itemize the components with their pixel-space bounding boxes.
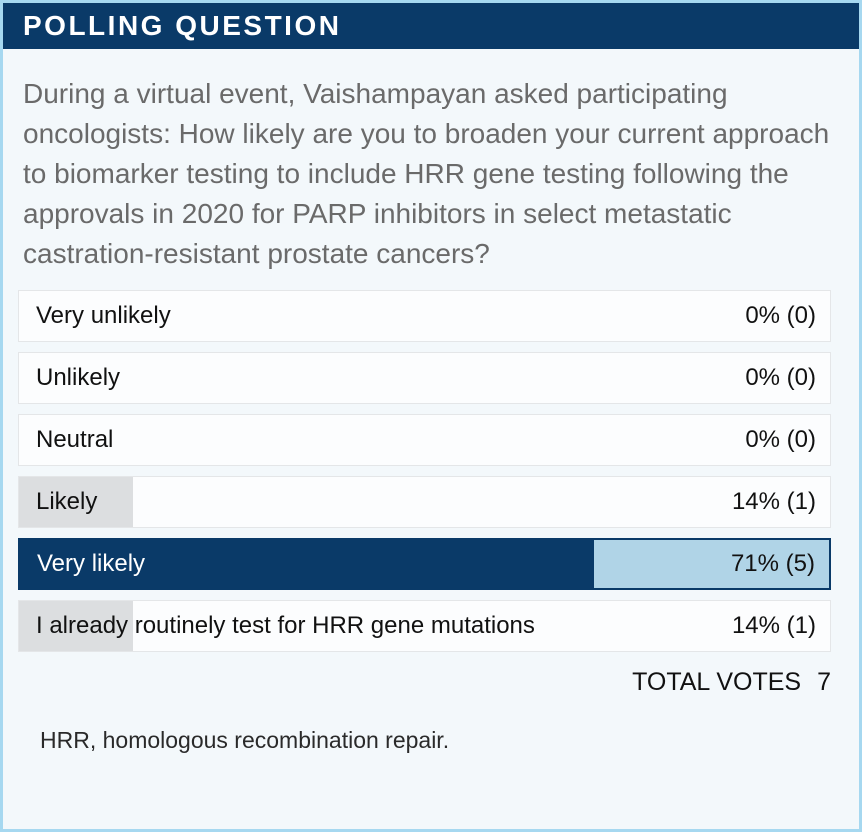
poll-option-label: Very likely: [37, 550, 146, 577]
poll-option-label: Neutral: [36, 426, 114, 453]
poll-option-value: 0% (0): [745, 426, 816, 453]
poll-option-row[interactable]: Likely 14% (1): [18, 476, 831, 528]
total-votes-label: TOTAL VOTES: [632, 668, 802, 696]
poll-option-value: 0% (0): [745, 302, 816, 329]
poll-option-bar: [20, 540, 595, 588]
poll-options-list: Very unlikely 0% (0) Unlikely 0% (0) Neutral…: [3, 290, 859, 652]
polling-header: POLLING QUESTION: [3, 3, 859, 49]
total-votes-count: 7: [817, 668, 831, 696]
poll-option-label: Unlikely: [36, 364, 121, 391]
poll-option-value: 71% (5): [730, 550, 815, 577]
poll-option-row[interactable]: I already routinely test for HRR gene mu…: [18, 600, 831, 652]
poll-option-row[interactable]: Very unlikely 0% (0): [18, 290, 831, 342]
poll-option-value: 14% (1): [731, 612, 816, 639]
poll-option-row[interactable]: Neutral 0% (0): [18, 414, 831, 466]
poll-question-text: During a virtual event, Vaishampayan ask…: [23, 78, 830, 269]
footnote-abbreviation: HRR, homologous recombination repair.: [40, 727, 450, 753]
poll-option-value: 14% (1): [731, 488, 816, 515]
poll-option-label: Very unlikely: [36, 302, 171, 329]
total-votes: TOTAL VOTES 7: [3, 668, 859, 697]
poll-option-row[interactable]: Very likely 71% (5): [18, 538, 831, 590]
poll-option-label: Likely: [36, 488, 98, 515]
poll-option-bar: [19, 477, 133, 527]
polling-header-title: POLLING QUESTION: [23, 10, 342, 41]
poll-option-bar: [19, 601, 133, 651]
poll-option-label: I already routinely test for HRR gene mu…: [36, 612, 535, 639]
poll-option-row[interactable]: Unlikely 0% (0): [18, 352, 831, 404]
poll-option-value: 0% (0): [745, 364, 816, 391]
